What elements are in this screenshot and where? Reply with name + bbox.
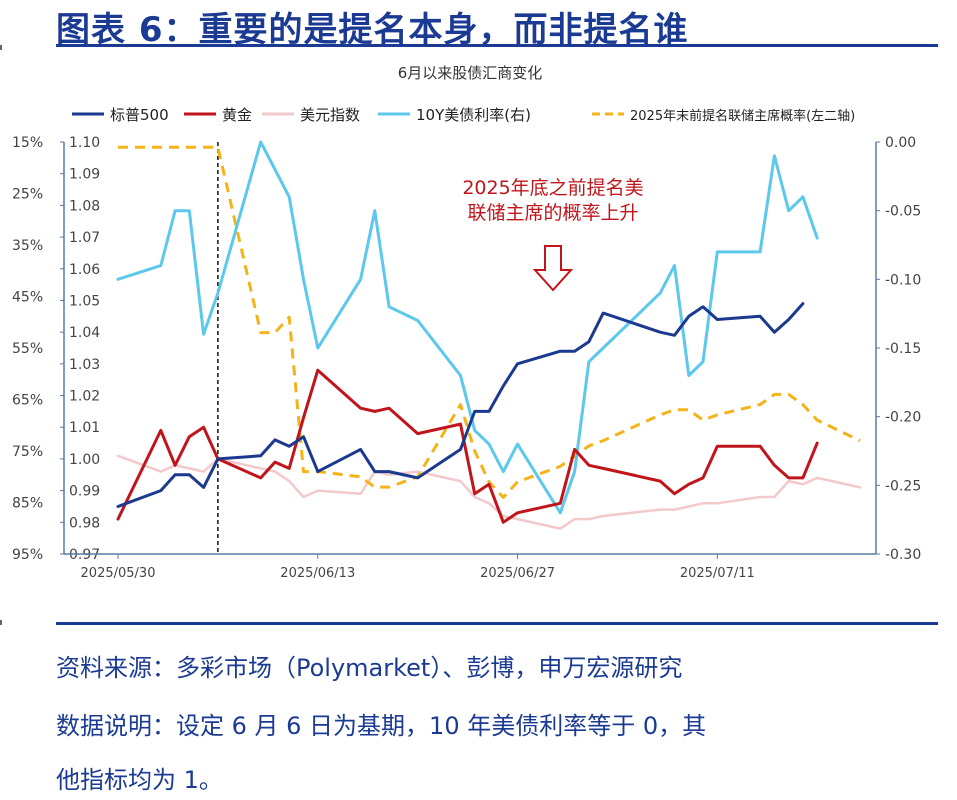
legend-entry: 标普500 <box>110 106 169 124</box>
legend-entry-name: 2025年末前提名联储主席概率 <box>630 108 806 124</box>
top-rule <box>56 44 938 47</box>
left-axis-tick-label: 1.10 <box>69 135 100 151</box>
series-line-1 <box>116 368 819 524</box>
left-axis-tick-label: 1.04 <box>69 325 100 341</box>
left-axis-tick-label: 1.03 <box>69 357 100 373</box>
legend-entry-name: 标普500 <box>110 106 169 124</box>
legend-entry: 美元指数 <box>300 106 360 124</box>
right-axis-tick-label: -0.05 <box>885 204 921 220</box>
x-axis-tick-label: 2025/06/27 <box>480 566 555 581</box>
left-axis-tick-label: 1.02 <box>69 389 100 405</box>
second-left-axis-tick-label: 55% <box>12 341 43 357</box>
left-axis-tick-label: 1.06 <box>69 262 100 278</box>
left-axis-tick-label: 0.98 <box>69 515 100 531</box>
right-axis-tick-label: -0.15 <box>885 341 921 357</box>
source-note: 资料来源：多彩市场（Polymarket）、彭博，申万宏源研究 <box>56 654 683 682</box>
line-chart: 6月以来股债汇商变化 标普500 黄金 美元指数 10Y美债利率(右) 2025年末前提… <box>12 64 921 598</box>
legend-entry-axis: (左二轴) <box>806 109 855 124</box>
x-axis-tick-label: 2025/07/11 <box>680 566 755 581</box>
left-axis-tick-label: 1.00 <box>69 452 100 468</box>
right-axis-tick-label: -0.20 <box>885 410 921 426</box>
left-axis-tick-label: 1.09 <box>69 167 100 183</box>
legend-entry-name: 黄金 <box>222 106 252 124</box>
left-axis-tick-label: 0.97 <box>69 547 100 563</box>
right-axis-tick-label: -0.30 <box>885 547 921 563</box>
data-note-line2: 他指标均为 1。 <box>56 766 223 794</box>
legend-entry: 2025年末前提名联储主席概率(左二轴) <box>630 108 855 124</box>
chart-background <box>64 118 876 598</box>
second-left-axis-tick-label: 15% <box>12 135 43 151</box>
down-arrow-icon <box>532 245 574 292</box>
right-axis-tick-label: 0.00 <box>885 135 916 151</box>
second-left-axis-tick-label: 35% <box>12 238 43 254</box>
legend-entry: 黄金 <box>222 106 252 124</box>
left-axis-tick-label: 1.01 <box>69 420 100 436</box>
chart-title: 6月以来股债汇商变化 <box>398 64 543 82</box>
legend-entry: 10Y美债利率(右) <box>416 106 531 124</box>
left-axis-tick-label: 1.05 <box>69 293 100 309</box>
legend-entry-name: 美元指数 <box>300 106 360 124</box>
series-line-3 <box>116 140 819 515</box>
legend-entry-name: 10Y美债利率 <box>416 106 504 124</box>
second-left-axis-tick-label: 95% <box>12 547 43 563</box>
edge-mark <box>0 45 2 50</box>
second-left-axis-tick-label: 25% <box>12 187 43 203</box>
left-axis-tick-label: 1.08 <box>69 198 100 214</box>
annotation-line2: 联储主席的概率上升 <box>467 202 638 224</box>
series-line-4 <box>118 145 861 499</box>
legend-entry-axis: (右) <box>504 106 531 124</box>
annotation-line1: 2025年底之前提名美 <box>462 177 643 199</box>
right-axis-tick-label: -0.25 <box>885 478 921 494</box>
edge-mark <box>0 620 2 625</box>
second-left-axis-tick-label: 45% <box>12 290 43 306</box>
axes: 1.10 1.09 1.08 1.07 1.06 1.05 1.04 1.03 1.02 1.01… <box>12 135 921 581</box>
second-left-axis-tick-label: 85% <box>12 496 43 512</box>
series-line-2 <box>116 454 862 530</box>
figure-title: 图表 6：重要的是提名本身，而非提名谁 <box>56 10 689 50</box>
series-layer <box>116 140 862 530</box>
x-axis-tick-label: 2025/06/13 <box>280 566 355 581</box>
second-left-axis-tick-label: 75% <box>12 444 43 460</box>
x-axis-tick-label: 2025/05/30 <box>81 566 156 581</box>
bottom-rule <box>56 622 938 625</box>
annotation: 2025年底之前提名美 联储主席的概率上升 <box>462 177 644 292</box>
legend: 标普500 黄金 美元指数 10Y美债利率(右) 2025年末前提名联储主席概率(左二轴… <box>72 106 855 124</box>
left-axis-tick-label: 0.99 <box>69 484 100 500</box>
data-note-line1: 数据说明：设定 6 月 6 日为基期，10 年美债利率等于 0，其 <box>56 712 707 740</box>
second-left-axis-tick-label: 65% <box>12 393 43 409</box>
right-axis-tick-label: -0.10 <box>885 272 921 288</box>
series-line-0 <box>116 302 805 508</box>
left-axis-tick-label: 1.07 <box>69 230 100 246</box>
